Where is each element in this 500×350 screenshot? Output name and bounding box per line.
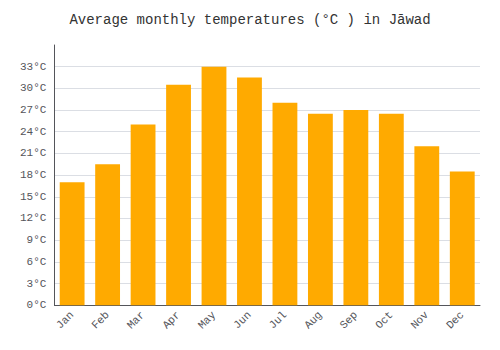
- svg-text:Jul: Jul: [267, 309, 289, 331]
- svg-text:Average monthly temperatures (: Average monthly temperatures (°C ) in Jā…: [69, 12, 430, 28]
- svg-text:May: May: [196, 309, 219, 332]
- svg-text:24°C: 24°C: [20, 126, 47, 138]
- svg-text:Feb: Feb: [89, 309, 111, 331]
- svg-text:0°C: 0°C: [27, 299, 47, 311]
- svg-text:Apr: Apr: [160, 309, 182, 331]
- svg-text:Jan: Jan: [54, 309, 76, 331]
- svg-text:3°C: 3°C: [27, 278, 47, 290]
- svg-text:9°C: 9°C: [27, 234, 47, 246]
- svg-text:21°C: 21°C: [20, 147, 47, 159]
- svg-text:27°C: 27°C: [20, 104, 47, 116]
- svg-text:Dec: Dec: [444, 309, 466, 331]
- svg-text:12°C: 12°C: [20, 212, 47, 224]
- svg-text:Aug: Aug: [302, 309, 324, 331]
- svg-text:18°C: 18°C: [20, 169, 47, 181]
- svg-text:30°C: 30°C: [20, 82, 47, 94]
- svg-text:33°C: 33°C: [20, 61, 47, 73]
- svg-text:Sep: Sep: [338, 309, 360, 331]
- svg-text:15°C: 15°C: [20, 191, 47, 203]
- svg-text:Jun: Jun: [231, 309, 253, 331]
- svg-text:Nov: Nov: [409, 309, 432, 332]
- svg-text:Mar: Mar: [125, 309, 147, 331]
- svg-text:6°C: 6°C: [27, 256, 47, 268]
- svg-text:Oct: Oct: [373, 309, 395, 331]
